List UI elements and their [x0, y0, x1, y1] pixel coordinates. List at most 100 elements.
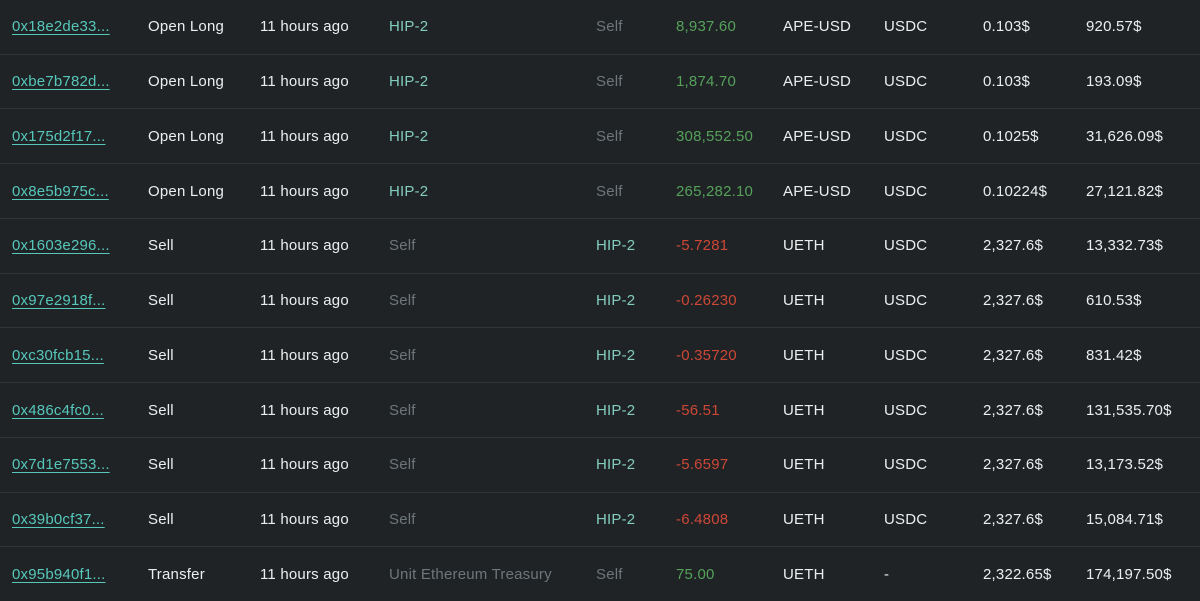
tx-hash-link[interactable]: 0x7d1e7553...	[12, 456, 110, 474]
from-party: Self	[389, 237, 416, 255]
price: 2,322.65$	[983, 565, 1052, 583]
tx-hash-cell: 0x1603e296...	[12, 237, 148, 254]
to-party: HIP-2	[596, 346, 636, 364]
time-ago: 11 hours ago	[260, 565, 349, 583]
from-party: HIP-2	[389, 73, 429, 91]
price: 2,327.6$	[983, 510, 1043, 528]
token-symbol: APE-USD	[783, 182, 852, 200]
token-symbol: UETH	[783, 510, 825, 528]
from-party: Self	[389, 292, 416, 310]
tx-hash-cell: 0x7d1e7553...	[12, 456, 148, 473]
table-row: 0x8e5b975c... Open Long 11 hours ago HIP…	[0, 163, 1200, 218]
action-type: Sell	[148, 401, 174, 419]
from-party: Unit Ethereum Treasury	[389, 565, 552, 583]
action-type: Transfer	[148, 565, 205, 583]
to-party: HIP-2	[596, 401, 636, 419]
table-row: 0x95b940f1... Transfer 11 hours ago Unit…	[0, 546, 1200, 601]
quote-token: USDC	[884, 237, 928, 255]
token-amount: -6.4808	[676, 510, 729, 528]
to-party: HIP-2	[596, 456, 636, 474]
action-type: Sell	[148, 456, 174, 474]
action-type: Open Long	[148, 73, 225, 91]
tx-hash-cell: 0x8e5b975c...	[12, 183, 148, 200]
action-type: Sell	[148, 237, 174, 255]
table-row: 0x18e2de33... Open Long 11 hours ago HIP…	[0, 0, 1200, 54]
tx-hash-link[interactable]: 0xbe7b782d...	[12, 73, 110, 91]
action-type: Open Long	[148, 182, 225, 200]
price: 0.10224$	[983, 182, 1048, 200]
usd-value: 31,626.09$	[1086, 127, 1164, 145]
price: 0.103$	[983, 73, 1031, 91]
quote-token: USDC	[884, 401, 928, 419]
time-ago: 11 hours ago	[260, 346, 349, 364]
token-symbol: APE-USD	[783, 127, 852, 145]
token-amount: 1,874.70	[676, 73, 736, 91]
usd-value: 13,332.73$	[1086, 237, 1164, 255]
tx-hash-link[interactable]: 0x8e5b975c...	[12, 182, 109, 200]
from-party: HIP-2	[389, 18, 429, 36]
usd-value: 13,173.52$	[1086, 456, 1164, 474]
to-party: Self	[596, 127, 623, 145]
table-row: 0x97e2918f... Sell 11 hours ago Self HIP…	[0, 272, 1200, 328]
price: 2,327.6$	[983, 346, 1043, 364]
price: 2,327.6$	[983, 237, 1043, 255]
token-amount: 75.00	[676, 565, 715, 583]
token-amount: 8,937.60	[676, 18, 736, 36]
tx-hash-cell: 0x486c4fc0...	[12, 402, 148, 419]
usd-value: 174,197.50$	[1086, 565, 1172, 583]
time-ago: 11 hours ago	[260, 237, 349, 255]
quote-token: USDC	[884, 456, 928, 474]
token-symbol: UETH	[783, 346, 825, 364]
tx-hash-link[interactable]: 0x175d2f17...	[12, 127, 106, 145]
tx-hash-link[interactable]: 0x18e2de33...	[12, 18, 110, 36]
token-amount: -5.6597	[676, 456, 729, 474]
to-party: HIP-2	[596, 292, 636, 310]
tx-hash-link[interactable]: 0x39b0cf37...	[12, 510, 105, 528]
tx-hash-cell: 0x18e2de33...	[12, 18, 148, 35]
token-symbol: UETH	[783, 237, 825, 255]
price: 2,327.6$	[983, 456, 1043, 474]
usd-value: 831.42$	[1086, 346, 1142, 364]
tx-hash-cell: 0x175d2f17...	[12, 128, 148, 145]
from-party: Self	[389, 346, 416, 364]
from-party: HIP-2	[389, 127, 429, 145]
time-ago: 11 hours ago	[260, 292, 349, 310]
quote-token: USDC	[884, 510, 928, 528]
tx-hash-link[interactable]: 0x97e2918f...	[12, 292, 106, 310]
usd-value: 27,121.82$	[1086, 182, 1164, 200]
tx-hash-link[interactable]: 0x1603e296...	[12, 237, 110, 255]
tx-hash-link[interactable]: 0xc30fcb15...	[12, 346, 104, 364]
time-ago: 11 hours ago	[260, 510, 349, 528]
quote-token: -	[884, 565, 890, 583]
quote-token: USDC	[884, 292, 928, 310]
usd-value: 920.57$	[1086, 18, 1142, 36]
time-ago: 11 hours ago	[260, 182, 349, 200]
to-party: Self	[596, 73, 623, 91]
tx-hash-link[interactable]: 0x95b940f1...	[12, 565, 106, 583]
tx-hash-link[interactable]: 0x486c4fc0...	[12, 401, 104, 419]
action-type: Sell	[148, 292, 174, 310]
price: 2,327.6$	[983, 401, 1043, 419]
token-amount: -0.26230	[676, 292, 737, 310]
time-ago: 11 hours ago	[260, 127, 349, 145]
quote-token: USDC	[884, 127, 928, 145]
quote-token: USDC	[884, 18, 928, 36]
price: 0.1025$	[983, 127, 1039, 145]
quote-token: USDC	[884, 346, 928, 364]
quote-token: USDC	[884, 182, 928, 200]
to-party: Self	[596, 182, 623, 200]
usd-value: 193.09$	[1086, 73, 1142, 91]
tx-hash-cell: 0xc30fcb15...	[12, 347, 148, 364]
table-row: 0xbe7b782d... Open Long 11 hours ago HIP…	[0, 53, 1200, 109]
time-ago: 11 hours ago	[260, 401, 349, 419]
table-row: 0xc30fcb15... Sell 11 hours ago Self HIP…	[0, 327, 1200, 382]
tx-hash-cell: 0xbe7b782d...	[12, 73, 148, 90]
action-type: Open Long	[148, 127, 225, 145]
tx-hash-cell: 0x95b940f1...	[12, 566, 148, 583]
to-party: HIP-2	[596, 237, 636, 255]
token-symbol: UETH	[783, 401, 825, 419]
action-type: Open Long	[148, 18, 225, 36]
table-row: 0x7d1e7553... Sell 11 hours ago Self HIP…	[0, 436, 1200, 492]
token-symbol: UETH	[783, 565, 825, 583]
